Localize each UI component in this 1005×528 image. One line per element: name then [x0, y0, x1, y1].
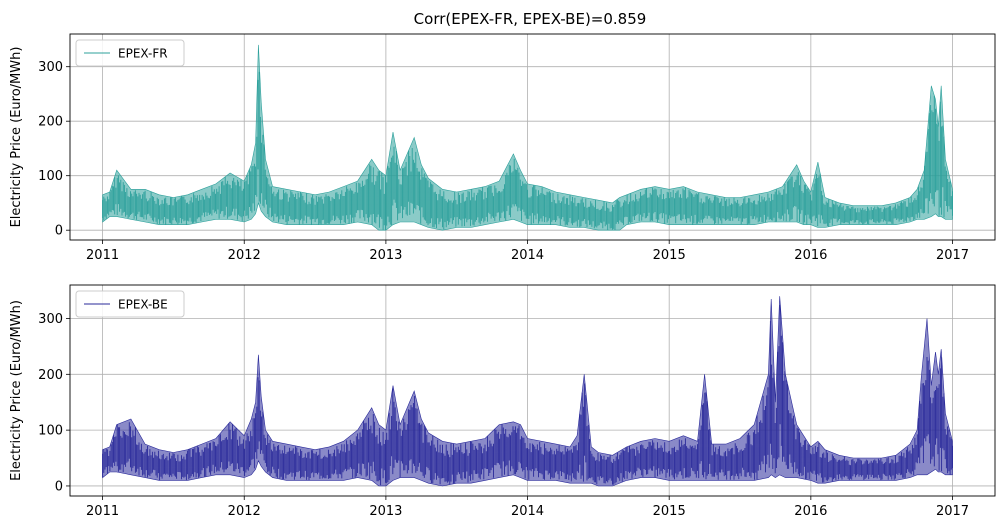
legend-top: EPEX-FR [75, 39, 185, 67]
x-tick-label: 2011 [86, 504, 119, 519]
series-line-epex-be [102, 305, 953, 486]
chart-title: Corr(EPEX-FR, EPEX-BE)=0.859 [414, 10, 647, 28]
tick-marks-top [66, 66, 953, 244]
x-tick-label: 2013 [369, 248, 402, 263]
legend-box-bottom [75, 290, 185, 318]
y-tick-label: 200 [38, 368, 63, 383]
x-tick-label: 2015 [653, 248, 686, 263]
tick-marks-bottom [66, 318, 953, 500]
y-tick-label: 0 [55, 224, 63, 239]
y-tick-label: 300 [38, 60, 63, 75]
x-tick-label: 2015 [653, 504, 686, 519]
x-tick-label: 2012 [228, 248, 261, 263]
grid-lines-top [70, 34, 995, 240]
y-tick-label: 300 [38, 312, 63, 327]
legend-label-epex-be: EPEX-BE [118, 298, 168, 312]
x-tick-label: 2014 [511, 248, 544, 263]
legend-box-top [75, 39, 185, 67]
x-tick-labels-bottom: 2011 2012 2013 2014 2015 2016 2017 [86, 504, 969, 519]
series-epex-be-area [102, 296, 953, 487]
x-tick-label: 2012 [228, 504, 261, 519]
legend-label-epex-fr: EPEX-FR [118, 47, 168, 61]
y-tick-label: 100 [38, 169, 63, 184]
y-tick-label: 200 [38, 115, 63, 130]
x-tick-label: 2014 [511, 504, 544, 519]
legend-bottom: EPEX-BE [75, 290, 185, 318]
plot-frame-top [69, 33, 996, 241]
series-line-epex-fr [102, 71, 953, 231]
y-axis-label-bottom: Electricity Price (Euro/MWh) [9, 300, 24, 481]
y-tick-label: 100 [38, 424, 63, 439]
x-tick-label: 2013 [369, 504, 402, 519]
x-tick-label: 2017 [936, 248, 969, 263]
y-axis-label-top: Electricity Price (Euro/MWh) [9, 47, 24, 228]
plot-frame-bottom [69, 284, 996, 497]
x-tick-label: 2011 [86, 248, 119, 263]
x-tick-label: 2016 [794, 248, 827, 263]
series-epex-fr-bars [102, 71, 953, 231]
x-tick-labels-top: 2011 2012 2013 2014 2015 2016 2017 [86, 248, 969, 263]
x-tick-label: 2017 [936, 504, 969, 519]
series-epex-be-bars [102, 305, 953, 486]
y-tick-labels-top: 0 100 200 300 [38, 60, 63, 238]
y-tick-labels-bottom: 0 100 200 300 [38, 312, 63, 494]
x-tick-label: 2016 [794, 504, 827, 519]
y-tick-label: 0 [55, 479, 63, 494]
